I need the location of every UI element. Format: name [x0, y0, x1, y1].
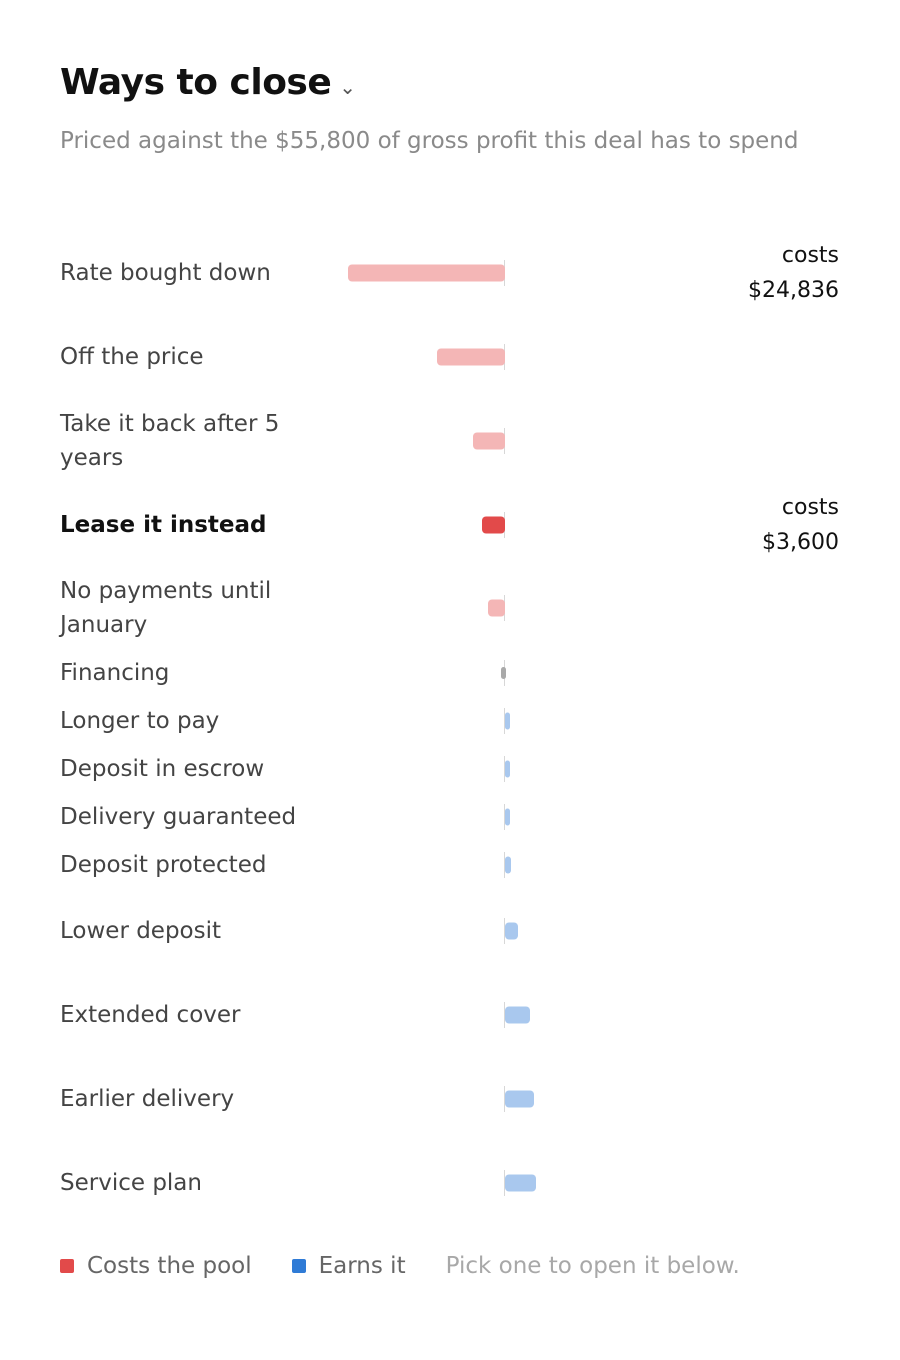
- zero-axis-tick: [504, 1170, 505, 1196]
- option-label: Service plan: [60, 1170, 202, 1196]
- bar-cost[interactable]: [436, 348, 505, 366]
- value-prefix: costs: [781, 243, 839, 268]
- option-label: Deposit in escrow: [60, 756, 265, 782]
- option-label: Deposit protected: [60, 852, 267, 878]
- option-label: Off the price: [60, 344, 204, 370]
- page-subtitle: Priced against the $55,800 of gross prof…: [60, 128, 799, 154]
- legend-swatch-costs: [60, 1259, 74, 1273]
- option-label: Longer to pay: [60, 708, 220, 734]
- page-title: Ways to close: [60, 62, 332, 103]
- option-label: Financing: [60, 660, 170, 686]
- title-row[interactable]: Ways to close ⌄: [60, 62, 356, 103]
- legend-label-costs: Costs the pool: [87, 1253, 252, 1279]
- zero-axis-tick: [504, 708, 505, 734]
- legend-swatch-earns: [291, 1259, 306, 1273]
- option-label: Lower deposit: [60, 918, 222, 944]
- bar-cost[interactable]: [348, 264, 505, 282]
- zero-axis-tick: [504, 1086, 505, 1112]
- legend-hint: Pick one to open it below.: [445, 1253, 740, 1279]
- legend-item-earns: Earns it: [291, 1250, 406, 1282]
- option-label: Earlier delivery: [60, 1086, 235, 1112]
- zero-axis-tick: [504, 852, 505, 878]
- chart-legend: Costs the pool Earns it Pick one to open…: [60, 1250, 740, 1282]
- option-label: Lease it instead: [60, 512, 267, 538]
- option-label: Delivery guaranteed: [60, 804, 297, 830]
- bar-earn[interactable]: [505, 1090, 535, 1108]
- value-amount: $24,836: [748, 278, 839, 303]
- option-label: Rate bought down: [60, 260, 271, 286]
- zero-axis-tick: [504, 804, 505, 830]
- bar-earn[interactable]: [505, 808, 510, 826]
- bar-neutral[interactable]: [501, 667, 506, 679]
- bar-value-label: costs $24,836: [748, 238, 839, 308]
- bar-cost[interactable]: [472, 432, 505, 450]
- legend-item-costs: Costs the pool: [60, 1250, 252, 1282]
- value-prefix: costs: [781, 495, 839, 520]
- option-label: No payments until January: [60, 578, 272, 638]
- bar-cost[interactable]: [487, 599, 505, 617]
- bar-earn[interactable]: [505, 922, 518, 940]
- bar-earn[interactable]: [505, 760, 510, 778]
- zero-axis-tick: [504, 756, 505, 782]
- bar-cost[interactable]: [482, 516, 505, 534]
- option-label: Take it back after 5 years: [60, 411, 280, 471]
- zero-axis-tick: [504, 1002, 505, 1028]
- value-amount: $3,600: [762, 530, 839, 555]
- legend-label-earns: Earns it: [318, 1253, 406, 1279]
- bar-earn[interactable]: [505, 856, 511, 874]
- bar-earn[interactable]: [505, 1174, 536, 1192]
- bar-earn[interactable]: [505, 1006, 530, 1024]
- option-label: Extended cover: [60, 1002, 241, 1028]
- bar-earn[interactable]: [505, 712, 510, 730]
- bar-value-label: costs $3,600: [762, 490, 839, 560]
- chevron-down-icon[interactable]: ⌄: [339, 75, 357, 99]
- zero-axis-tick: [504, 918, 505, 944]
